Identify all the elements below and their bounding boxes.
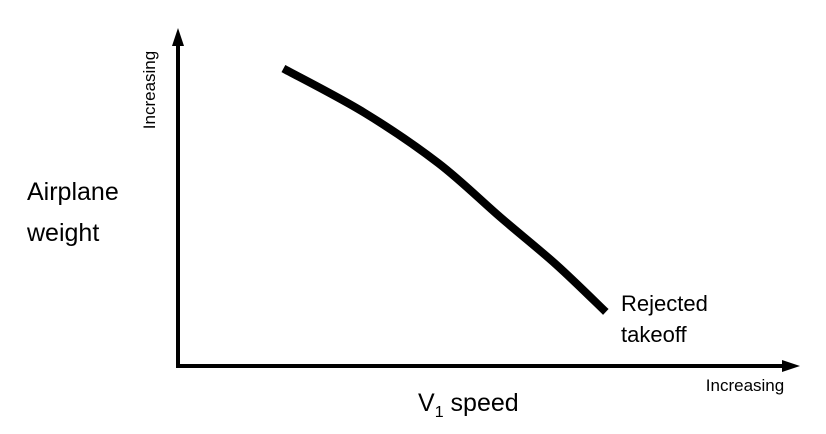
curve-annotation-line-2: takeoff bbox=[621, 322, 688, 347]
series-group bbox=[281, 65, 609, 315]
x-axis-label-main: V bbox=[418, 389, 435, 417]
curve-annotation: Rejected takeoff bbox=[621, 291, 714, 347]
x-axis-label-subscript: 1 bbox=[435, 404, 444, 421]
y-axis-label-line-2: weight bbox=[26, 219, 99, 247]
series-line-0 bbox=[281, 65, 609, 315]
curve-annotation-line-1: Rejected bbox=[621, 291, 708, 316]
y-axis-direction-label: Increasing bbox=[140, 51, 159, 129]
y-axis-arrow bbox=[172, 28, 184, 46]
x-axis-label-rest: speed bbox=[444, 389, 519, 417]
x-axis-direction-label: Increasing bbox=[706, 376, 784, 395]
y-axis-label: Airplane weight bbox=[26, 178, 126, 247]
x-axis-arrow bbox=[782, 360, 800, 372]
y-axis-label-line-1: Airplane bbox=[27, 178, 119, 206]
x-axis-label: V1 speed bbox=[418, 389, 519, 421]
